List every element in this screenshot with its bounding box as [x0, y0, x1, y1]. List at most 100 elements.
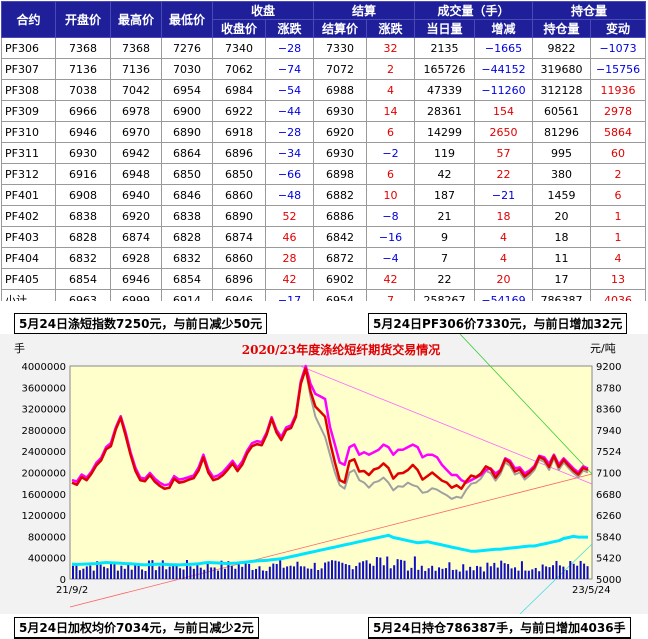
y-right-tick-label: 8360: [596, 405, 621, 416]
subheader-cell: 增减: [474, 19, 534, 38]
table-cell: 6916: [55, 163, 111, 185]
volume-bar: [389, 568, 392, 579]
table-cell: PF311: [1, 142, 56, 164]
table-cell: 6908: [55, 184, 111, 206]
volume-bar: [541, 564, 544, 579]
table-cell: 6988: [313, 79, 368, 101]
table-cell: −16: [366, 226, 416, 248]
table-cell: 6850: [161, 163, 213, 185]
volume-bar: [486, 562, 489, 579]
volume-bar: [520, 561, 523, 579]
volume-bar: [306, 568, 309, 579]
volume-bar: [251, 569, 254, 579]
volume-bar: [210, 567, 213, 579]
volume-bar: [438, 567, 441, 579]
volume-bar: [161, 560, 164, 579]
volume-bar: [469, 566, 472, 579]
table-cell: 4: [590, 247, 647, 269]
table-cell: 28: [264, 247, 315, 269]
table-cell: 7030: [161, 58, 213, 80]
table-cell: 6890: [161, 121, 213, 143]
table-cell: 42: [366, 268, 416, 290]
volume-bar: [279, 560, 282, 579]
volume-bar: [123, 568, 126, 579]
volume-bar: [462, 564, 465, 579]
table-cell: 6946: [110, 268, 162, 290]
volume-bar: [368, 563, 371, 579]
table-cell: 7062: [212, 58, 266, 80]
volume-bar: [496, 567, 499, 579]
volume-bar: [127, 563, 130, 579]
table-cell: 7038: [55, 79, 111, 101]
table-cell: 1: [590, 226, 647, 248]
volume-bar: [296, 561, 299, 579]
volume-bar: [234, 568, 237, 579]
y-right-tick-label: 8780: [596, 383, 621, 394]
table-cell: PF403: [1, 226, 56, 248]
y-right-tick-label: 5000: [596, 575, 621, 586]
table-cell: 187: [414, 184, 476, 206]
table-cell: 20: [532, 205, 592, 227]
y-left-axis-label: 手: [14, 341, 25, 355]
plot-area: [69, 365, 593, 580]
volume-bar: [472, 570, 475, 579]
subheader-cell: 结算价: [313, 19, 368, 38]
volume-bar: [141, 569, 144, 579]
table-cell: 42: [264, 268, 315, 290]
table-cell: 6854: [161, 268, 213, 290]
trend-line: [299, 365, 593, 485]
table-cell: 6850: [212, 163, 266, 185]
header-cell: 收盘: [211, 1, 315, 20]
volume-bar: [282, 567, 285, 579]
table-cell: 2: [366, 58, 416, 80]
volume-bar: [230, 566, 233, 579]
volume-bar: [441, 568, 444, 579]
table-cell: 28361: [414, 100, 476, 122]
table-row: PF401 6908 6940 6846 6860 −48 6882 10 187 −21 1459…: [1, 184, 647, 206]
volume-bar: [85, 566, 88, 579]
volume-bar: [331, 560, 333, 579]
quote-table: 合约 开盘价 最高价 最低价 收盘 结算 成交量（手） 持仓量 收盘价 涨跌 结算价 涨跌 当日量 增减持…: [1, 1, 647, 311]
table-cell: 60561: [532, 100, 592, 122]
volume-bar: [420, 565, 423, 579]
volume-bar: [576, 565, 579, 579]
volume-bar: [244, 562, 247, 579]
table-cell: 14299: [414, 121, 476, 143]
table-cell: 11: [532, 247, 592, 269]
table-cell: −1665: [474, 37, 534, 59]
volume-bar: [558, 565, 561, 579]
volume-bar: [320, 568, 323, 579]
table-cell: 4: [366, 79, 416, 101]
table-cell: 6890: [212, 205, 266, 227]
table-cell: 6920: [110, 205, 162, 227]
volume-bar: [444, 568, 447, 579]
volume-bar: [268, 566, 271, 579]
volume-bar: [565, 570, 568, 579]
note-index: 5月24日涤短指数7250元，与前日减少50元: [14, 313, 268, 335]
volume-bar: [168, 566, 171, 579]
table-cell: 32: [366, 37, 416, 59]
volume-bar: [99, 564, 102, 579]
table-cell: −28: [264, 121, 315, 143]
table-cell: PF404: [1, 247, 56, 269]
table-cell: −34: [264, 142, 315, 164]
volume-bar: [476, 565, 479, 579]
table-cell: −2: [366, 142, 416, 164]
volume-bar: [413, 556, 416, 579]
y-left-tick-label: 1200000: [21, 511, 66, 522]
volume-bar: [313, 562, 316, 579]
volume-bar: [406, 570, 409, 579]
table-cell: 6928: [110, 247, 162, 269]
table-cell: 6838: [55, 205, 111, 227]
table-cell: 6842: [313, 226, 368, 248]
volume-bar: [507, 564, 510, 579]
table-cell: −44: [264, 100, 315, 122]
volume-bar: [514, 567, 517, 579]
volume-bar: [517, 570, 520, 579]
table-cell: 7276: [161, 37, 213, 59]
y-left-tick-label: 400000: [28, 554, 66, 565]
volume-bar: [134, 564, 137, 579]
y-right-tick-label: 5840: [596, 532, 621, 543]
table-cell: 119: [414, 142, 476, 164]
volume-bar: [182, 569, 185, 579]
